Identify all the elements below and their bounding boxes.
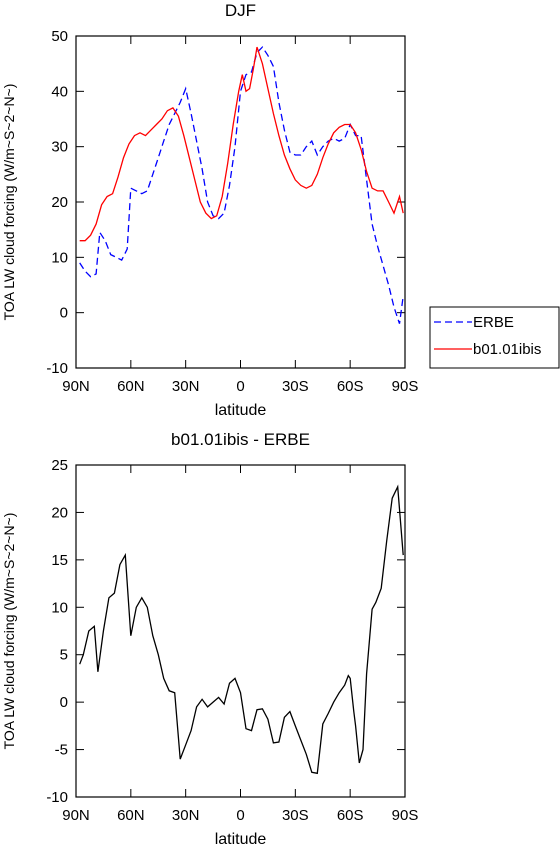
x-tick-label: 30N xyxy=(172,807,200,824)
x-axis-label: latitude xyxy=(215,402,267,419)
x-tick-label: 60S xyxy=(337,378,364,395)
chart-title: b01.01ibis - ERBE xyxy=(171,430,310,449)
y-tick-label: -10 xyxy=(46,789,68,806)
x-tick-label: 0 xyxy=(236,807,244,824)
y-tick-label: 5 xyxy=(60,647,68,664)
x-tick-label: 60N xyxy=(117,807,145,824)
x-axis-label: latitude xyxy=(215,831,267,848)
y-tick-label: 20 xyxy=(51,504,68,521)
y-tick-label: 20 xyxy=(51,194,68,211)
chart-title: DJF xyxy=(225,1,256,20)
plot-frame xyxy=(75,464,406,798)
x-tick-label: 90S xyxy=(392,807,419,824)
y-tick-label: 0 xyxy=(60,694,68,711)
series-line xyxy=(79,484,404,775)
y-tick-label: 10 xyxy=(51,599,68,616)
y-axis-label: TOA LW cloud forcing (W/m~S~2~N~) xyxy=(1,513,17,750)
y-tick-label: 0 xyxy=(60,305,68,322)
y-axis-label: TOA LW cloud forcing (W/m~S~2~N~) xyxy=(1,84,17,321)
x-tick-label: 60S xyxy=(337,807,364,824)
y-tick-label: 40 xyxy=(51,83,68,100)
legend-box xyxy=(429,306,560,369)
x-tick-label: 90N xyxy=(62,378,90,395)
y-tick-label: -5 xyxy=(55,742,68,759)
y-tick-label: 10 xyxy=(51,249,68,266)
legend-label: b01.01ibis xyxy=(473,341,541,358)
x-tick-label: 30N xyxy=(172,378,200,395)
x-tick-label: 0 xyxy=(236,378,244,395)
y-tick-label: 30 xyxy=(51,139,68,156)
x-tick-label: 90N xyxy=(62,807,90,824)
x-tick-label: 30S xyxy=(282,807,309,824)
plot-frame xyxy=(75,35,406,369)
y-tick-label: 25 xyxy=(51,457,68,474)
y-tick-label: 15 xyxy=(51,552,68,569)
legend-label: ERBE xyxy=(473,314,514,331)
y-tick-label: -10 xyxy=(46,360,68,377)
series-line xyxy=(79,46,404,324)
y-tick-label: 50 xyxy=(51,28,68,45)
x-tick-label: 30S xyxy=(282,378,309,395)
series-line xyxy=(79,46,404,242)
x-tick-label: 90S xyxy=(392,378,419,395)
x-tick-label: 60N xyxy=(117,378,145,395)
